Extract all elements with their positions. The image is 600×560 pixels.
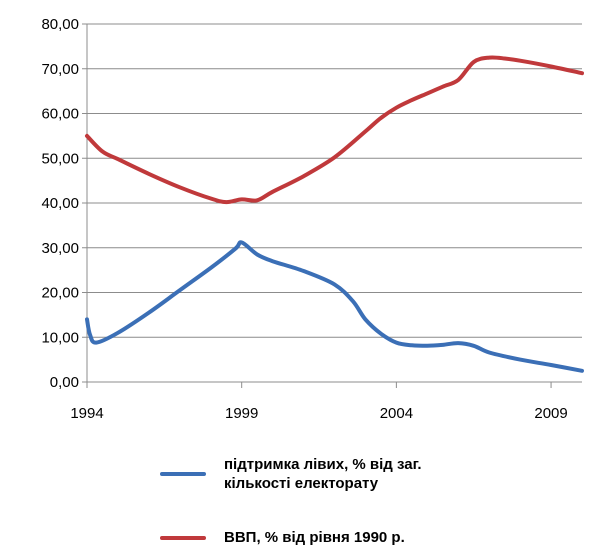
x-tick-labels: 1994 1999 2004 2009 [70,405,567,420]
legend-item-left-support: підтримка лівих, % від заг. кількості ел… [160,455,464,493]
line-chart: 0,00 10,00 20,00 30,00 40,00 50,00 60,00 70,00 8… [41,16,584,420]
x-tick-label: 1999 [225,405,258,420]
legend-label-left-support: підтримка лівих, % від заг. кількості ел… [224,456,422,492]
y-tick-label: 0,00 [50,374,79,391]
y-tick-label: 70,00 [41,61,79,78]
x-tick-label: 1994 [70,405,103,420]
x-tick-label: 2004 [380,405,413,420]
legend-item-gdp: ВВП, % від рівня 1990 р. [160,528,464,547]
series-line-left-support [85,240,584,373]
y-tick-label: 10,00 [41,329,79,346]
y-tick-label: 80,00 [41,16,79,33]
y-tick-label: 40,00 [41,195,79,212]
y-tick-label: 60,00 [41,106,79,123]
legend-swatch-red [160,535,206,540]
legend-label-gdp: ВВП, % від рівня 1990 р. [224,529,405,546]
series-lines [85,55,584,373]
y-tick-label: 50,00 [41,150,79,167]
y-tick-labels: 0,00 10,00 20,00 30,00 40,00 50,00 60,00 70,00 8… [41,16,79,391]
axes [82,23,582,388]
legend-swatch-blue [160,472,206,476]
x-tick-label: 2009 [534,405,567,420]
y-tick-label: 20,00 [41,285,79,302]
y-tick-label: 30,00 [41,240,79,257]
series-line-gdp [85,55,584,205]
